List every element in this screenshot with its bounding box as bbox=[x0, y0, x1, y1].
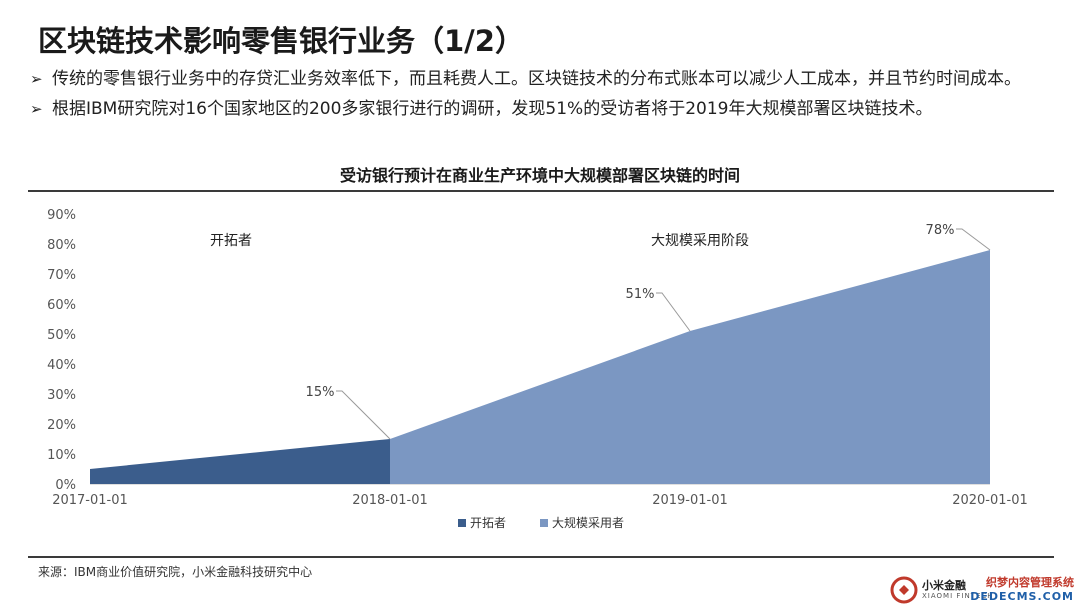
source-note: 来源：IBM商业价值研究院，小米金融科技研究中心 bbox=[38, 565, 313, 579]
y-tick-label: 0% bbox=[55, 478, 76, 493]
y-tick-label: 60% bbox=[47, 298, 76, 313]
legend-swatch bbox=[458, 519, 466, 527]
annotation-leader-line bbox=[336, 390, 391, 440]
bullet-list: ➢ 传统的零售银行业务中的存贷汇业务效率低下，而且耗费人工。区块链技术的分布式账… bbox=[30, 68, 1060, 128]
region-labels: 开拓者 大规模采用阶段 bbox=[210, 233, 749, 249]
footer-rule bbox=[28, 556, 1054, 558]
bullet-item-2: ➢ 根据IBM研究院对16个国家地区的200多家银行进行的调研，发现51%的受访… bbox=[30, 98, 1060, 120]
x-tick-label: 2017-01-01 bbox=[52, 493, 128, 508]
bullet-text-1: 传统的零售银行业务中的存贷汇业务效率低下，而且耗费人工。区块链技术的分布式账本可… bbox=[52, 69, 1021, 89]
bullet-text-2: 根据IBM研究院对16个国家地区的200多家银行进行的调研，发现51%的受访者将… bbox=[52, 99, 933, 119]
watermark: 织梦内容管理系统 DEDECMS.COM bbox=[962, 572, 1080, 608]
arrow-bullet-icon: ➢ bbox=[30, 70, 43, 88]
watermark-line-2: DEDECMS.COM bbox=[970, 590, 1074, 603]
brand-logo: 小米金融 XIAOMI FINTECH bbox=[890, 572, 1080, 608]
y-tick-label: 50% bbox=[47, 328, 76, 343]
annotation-label: 15% bbox=[306, 385, 335, 400]
y-tick-label: 70% bbox=[47, 268, 76, 283]
region-label: 大规模采用阶段 bbox=[651, 233, 749, 249]
y-tick-label: 40% bbox=[47, 358, 76, 373]
annotation-label: 51% bbox=[626, 287, 655, 302]
annotation-label: 78% bbox=[926, 223, 955, 238]
page-title: 区块链技术影响零售银行业务（1/2） bbox=[38, 24, 524, 58]
legend-label: 大规模采用者 bbox=[552, 515, 624, 530]
logo-text: 小米金融 bbox=[922, 579, 966, 592]
watermark-line-1: 织梦内容管理系统 bbox=[986, 576, 1074, 589]
y-tick-label: 30% bbox=[47, 388, 76, 403]
legend-label: 开拓者 bbox=[470, 516, 506, 530]
y-tick-label: 90% bbox=[47, 208, 76, 223]
x-tick-label: 2018-01-01 bbox=[352, 493, 428, 508]
x-axis: 2017-01-01 2018-01-01 2019-01-01 2020-01-01 bbox=[52, 483, 1028, 508]
region-label: 开拓者 bbox=[210, 233, 252, 249]
legend: 开拓者 大规模采用者 bbox=[458, 515, 624, 530]
area-series-2 bbox=[390, 250, 990, 484]
area-series-1 bbox=[90, 439, 390, 484]
logo-subtext: XIAOMI FINTECH bbox=[922, 592, 994, 600]
area-chart: 0% 10% 20% 30% 40% 50% 60% 70% 80% 90% 2017-01-01… bbox=[47, 208, 1028, 530]
legend-swatch bbox=[540, 519, 548, 527]
chart-top-rule bbox=[28, 190, 1054, 192]
y-tick-label: 20% bbox=[47, 418, 76, 433]
y-tick-label: 80% bbox=[47, 238, 76, 253]
arrow-bullet-icon: ➢ bbox=[30, 100, 43, 118]
y-axis: 0% 10% 20% 30% 40% 50% 60% 70% 80% 90% bbox=[47, 208, 76, 493]
annotation-leader-line bbox=[956, 228, 991, 251]
annotations: 15% 51% 78% bbox=[306, 223, 991, 440]
chart-title: 受访银行预计在商业生产环境中大规模部署区块链的时间 bbox=[339, 166, 740, 185]
x-tick-label: 2019-01-01 bbox=[652, 493, 728, 508]
bullet-item-1: ➢ 传统的零售银行业务中的存贷汇业务效率低下，而且耗费人工。区块链技术的分布式账… bbox=[30, 68, 1060, 90]
annotation-leader-line bbox=[656, 292, 691, 332]
logo-icon bbox=[890, 576, 918, 604]
x-tick-label: 2020-01-01 bbox=[952, 493, 1028, 508]
y-tick-label: 10% bbox=[47, 448, 76, 463]
plot-areas bbox=[90, 250, 990, 484]
